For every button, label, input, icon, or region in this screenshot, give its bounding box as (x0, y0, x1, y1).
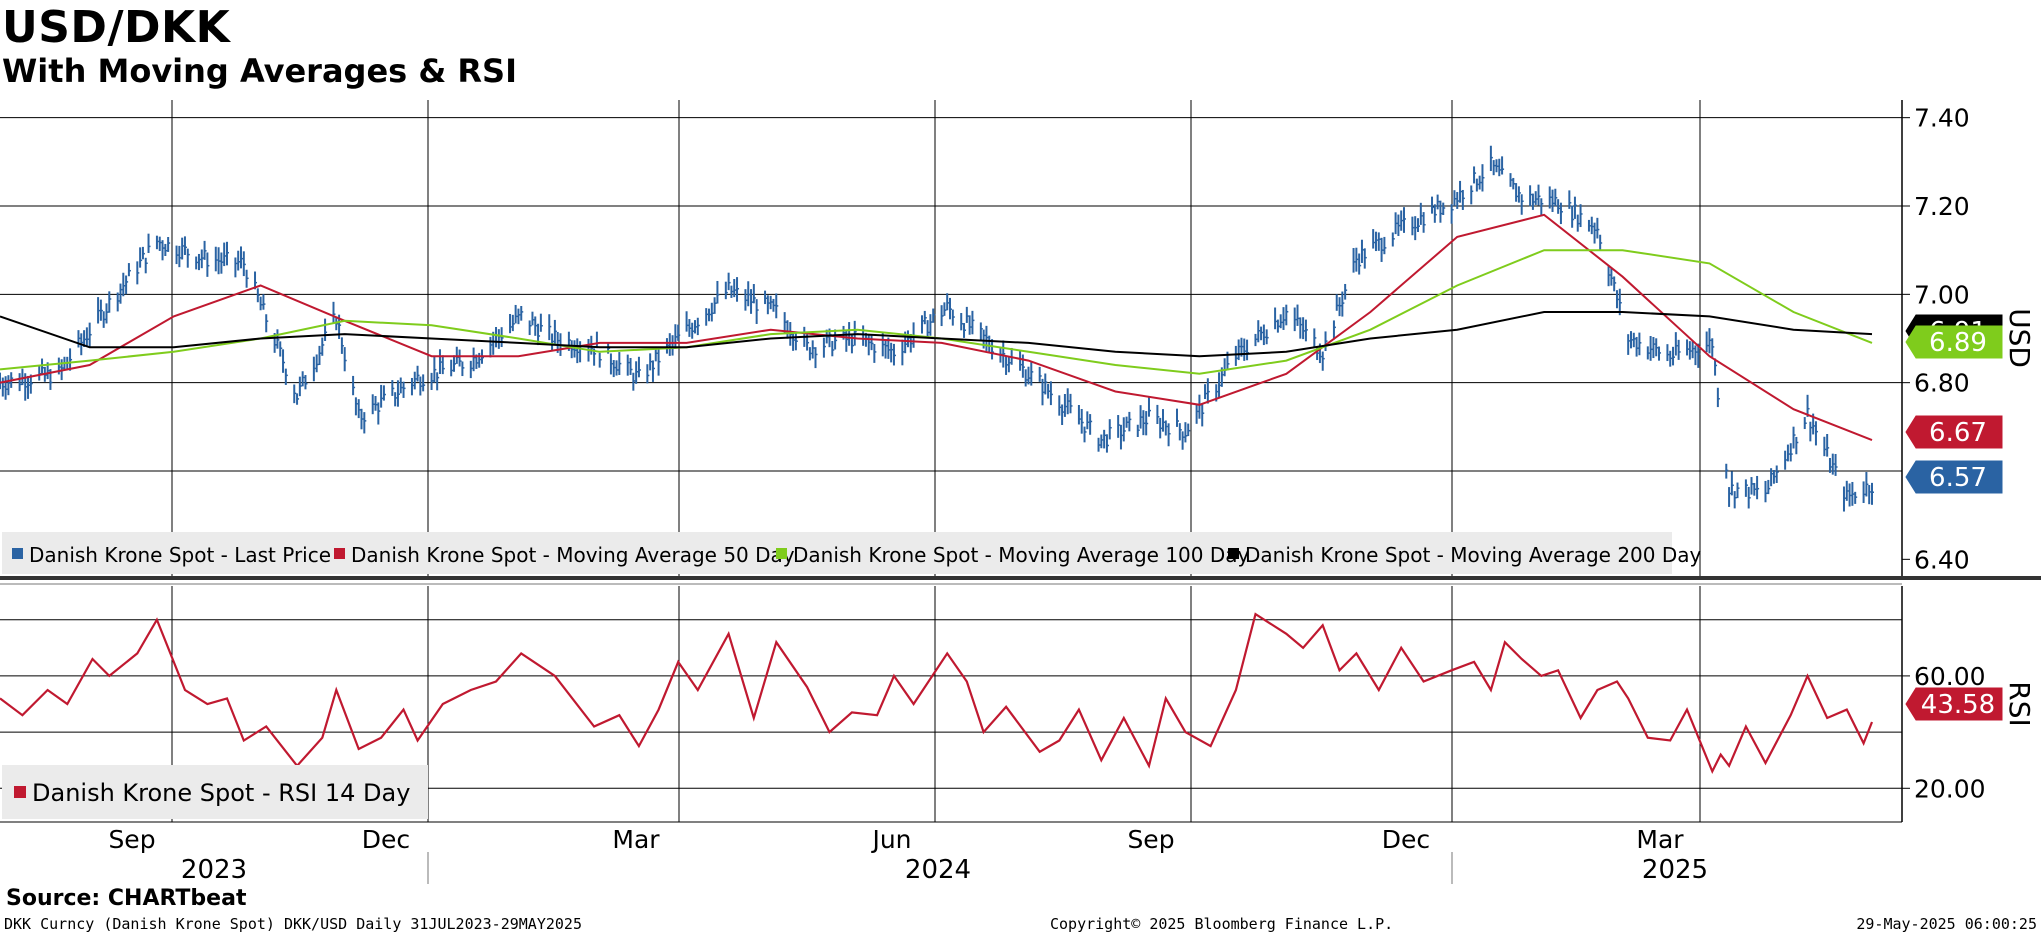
legend-swatch-1 (334, 548, 345, 559)
ma100-last-tag: 6.89 (1929, 328, 1987, 358)
footer-security-info: DKK Curncy (Danish Krone Spot) DKK/USD D… (4, 915, 582, 933)
price-ytick-label: 6.40 (1914, 545, 1970, 574)
price-last-tag-bg (1905, 460, 2003, 494)
legend-label-2: Danish Krone Spot - Moving Average 100 D… (793, 543, 1250, 567)
legend-layer: Danish Krone Spot - Last Price Danish Kro… (2, 532, 1702, 819)
rsi-ytick-label: 20.00 (1914, 774, 1986, 803)
x-month-label: Jun (870, 825, 911, 854)
x-month-label: Mar (1636, 825, 1684, 854)
source-label: Source: CHARTbeat (6, 886, 247, 911)
price-ytick-label: 7.00 (1914, 280, 1970, 309)
rsi-line (0, 612, 1874, 775)
axis-layer: 6.406.807.007.207.4020.0060.00USDRSI6.91… (0, 100, 2041, 885)
x-year-label: 2025 (1642, 855, 1708, 885)
price-last-tag: 6.57 (1929, 463, 1987, 493)
x-month-label: Mar (612, 825, 660, 854)
rsi-legend-box (2, 765, 428, 819)
x-year-label: 2024 (905, 855, 971, 885)
ma100-last-tag-bg (1905, 325, 2003, 359)
rsi-legend-label: Danish Krone Spot - RSI 14 Day (32, 779, 410, 807)
rsi-axis-title: RSI (2003, 681, 2036, 727)
panel-separator (0, 576, 2041, 580)
ma50-line (0, 213, 1873, 442)
rsi-last-tag: 43.58 (1921, 690, 1995, 720)
rsi-ytick-label: 60.00 (1914, 662, 1986, 691)
chart-title: USD/DKK (2, 2, 231, 53)
chart-subtitle: With Moving Averages & RSI (2, 52, 517, 90)
ma50-last-tag-bg (1905, 415, 2003, 449)
x-year-label: 2023 (181, 855, 247, 885)
ma200-line (0, 311, 1873, 358)
price-bars (0, 145, 1874, 512)
x-month-label: Dec (362, 825, 410, 854)
legend-label-3: Danish Krone Spot - Moving Average 200 D… (1245, 543, 1702, 567)
legend-label-1: Danish Krone Spot - Moving Average 50 Da… (351, 543, 795, 567)
rsi-last-tag-bg (1905, 687, 2003, 721)
x-month-label: Sep (1127, 825, 1174, 854)
legend-swatch-0 (12, 548, 23, 559)
legend-swatch-3 (1228, 548, 1239, 559)
price-ytick-label: 6.80 (1914, 369, 1970, 398)
series-layer (0, 145, 1874, 775)
legend-swatch-2 (776, 548, 787, 559)
ma50-last-tag: 6.67 (1929, 418, 1987, 448)
price-ytick-label: 7.20 (1914, 192, 1970, 221)
rsi-legend-swatch (14, 786, 26, 798)
footer-timestamp: 29-May-2025 06:00:25 (1856, 915, 2037, 933)
x-month-label: Dec (1382, 825, 1430, 854)
x-month-label: Sep (108, 825, 155, 854)
footer-copyright: Copyright© 2025 Bloomberg Finance L.P. (1050, 915, 1394, 933)
legend-label-0: Danish Krone Spot - Last Price (29, 543, 331, 567)
price-legend-box (2, 532, 1672, 574)
price-axis-title: USD (2003, 308, 2036, 368)
price-ytick-label: 7.40 (1914, 104, 1970, 133)
grid-layer (0, 100, 1902, 822)
